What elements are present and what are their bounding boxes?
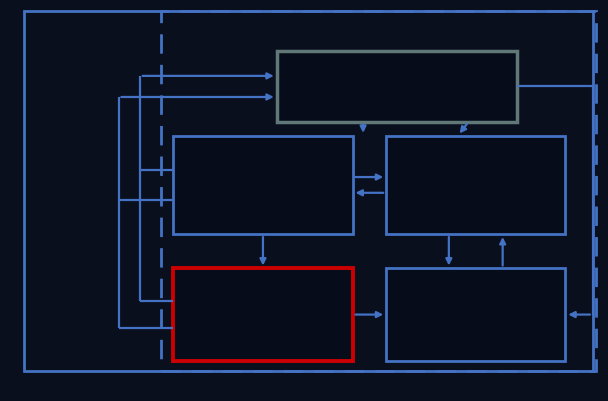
Bar <box>386 136 565 235</box>
Bar <box>277 52 517 122</box>
Bar <box>173 269 353 361</box>
Bar <box>173 136 353 235</box>
Bar <box>386 269 565 361</box>
Bar <box>24 12 593 371</box>
Bar <box>161 12 596 371</box>
